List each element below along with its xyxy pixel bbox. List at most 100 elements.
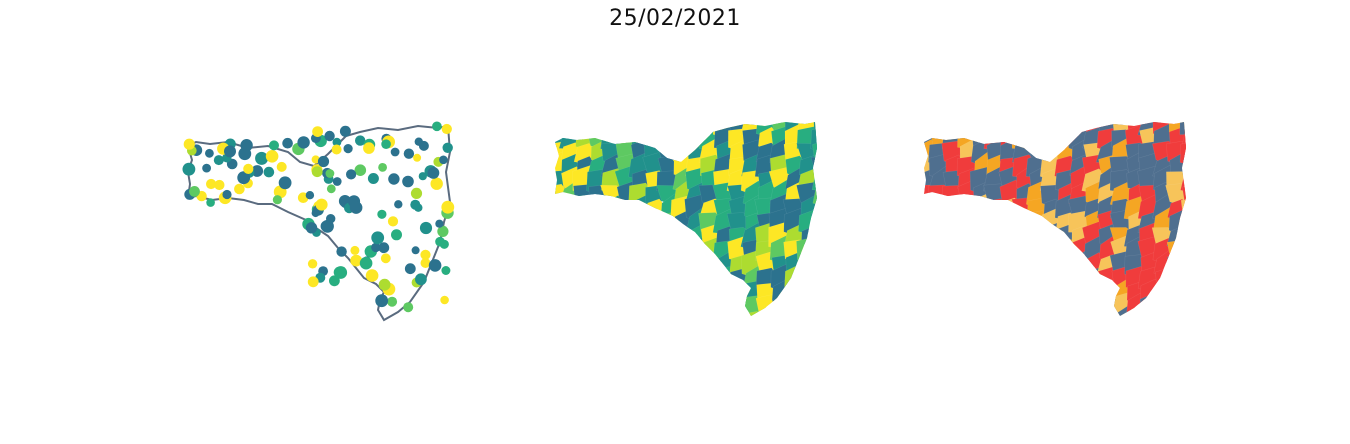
municipality-region bbox=[924, 253, 941, 280]
municipality-region bbox=[629, 306, 653, 316]
municipality-region bbox=[586, 208, 611, 236]
municipality-region bbox=[799, 249, 817, 277]
municipality-point bbox=[413, 153, 422, 162]
municipality-region bbox=[1184, 254, 1186, 281]
municipality-point bbox=[380, 253, 391, 264]
municipality-region bbox=[712, 281, 740, 307]
municipality-region bbox=[1011, 254, 1036, 281]
municipality-region bbox=[1012, 222, 1036, 251]
municipality-region bbox=[928, 263, 955, 295]
municipality-region bbox=[810, 208, 817, 233]
municipality-region bbox=[643, 266, 667, 292]
municipality-region bbox=[971, 122, 998, 136]
municipality-region bbox=[971, 277, 998, 307]
municipality-point bbox=[206, 198, 215, 207]
municipality-point bbox=[414, 203, 423, 212]
municipality-region bbox=[670, 279, 695, 303]
municipality-region bbox=[787, 291, 812, 316]
municipality-point bbox=[391, 229, 402, 241]
municipality-point bbox=[355, 135, 366, 146]
municipality-region bbox=[924, 224, 939, 253]
municipality-region bbox=[971, 225, 998, 251]
municipality-point bbox=[305, 222, 318, 234]
municipality-point bbox=[371, 231, 385, 245]
municipality-region bbox=[971, 252, 996, 280]
municipality-region bbox=[997, 122, 1023, 136]
municipality-region bbox=[958, 211, 983, 233]
municipality-region bbox=[1042, 267, 1071, 290]
municipality-region bbox=[1182, 155, 1186, 177]
municipality-region bbox=[555, 221, 571, 253]
municipality-point bbox=[282, 137, 293, 149]
municipality-region bbox=[944, 223, 970, 253]
municipality-region bbox=[600, 227, 630, 249]
municipality-region bbox=[811, 235, 817, 266]
municipality-point bbox=[439, 239, 449, 249]
municipality-region bbox=[813, 282, 817, 307]
municipality-region bbox=[645, 251, 672, 280]
municipality-region bbox=[1180, 265, 1186, 291]
municipality-point bbox=[263, 166, 275, 178]
municipality-region bbox=[562, 264, 584, 293]
municipality-region bbox=[575, 283, 600, 305]
municipality-region bbox=[927, 122, 952, 135]
municipality-region bbox=[797, 279, 817, 305]
municipality-region bbox=[956, 293, 983, 316]
municipality-region bbox=[600, 239, 625, 261]
municipality-point bbox=[350, 254, 363, 267]
municipality-region bbox=[813, 194, 817, 224]
municipality-point bbox=[354, 164, 367, 176]
municipality-point bbox=[278, 176, 292, 190]
municipality-region bbox=[1013, 122, 1038, 137]
municipality-region bbox=[769, 306, 795, 316]
municipality-region bbox=[957, 269, 986, 295]
municipality-region bbox=[998, 295, 1022, 316]
municipality-point bbox=[441, 123, 452, 135]
municipality-region bbox=[999, 249, 1028, 277]
municipality-region bbox=[658, 239, 686, 266]
municipality-point bbox=[307, 259, 318, 269]
municipality-region bbox=[588, 194, 615, 221]
municipality-region bbox=[712, 296, 743, 316]
municipality-region bbox=[929, 193, 957, 226]
municipality-point bbox=[307, 276, 319, 288]
municipality-point bbox=[367, 173, 379, 184]
municipality-region bbox=[984, 293, 1010, 316]
municipality-point bbox=[418, 140, 429, 151]
figure-title: 25/02/2021 bbox=[609, 6, 741, 31]
municipality-region bbox=[632, 208, 659, 234]
municipality-region bbox=[812, 139, 817, 167]
municipality-region bbox=[631, 226, 657, 248]
municipality-point bbox=[419, 221, 433, 235]
municipality-point bbox=[343, 144, 353, 154]
municipality-point bbox=[442, 142, 453, 153]
municipality-region bbox=[799, 269, 817, 293]
municipality-region bbox=[657, 227, 687, 247]
municipality-region bbox=[997, 238, 1024, 262]
municipality-region bbox=[755, 294, 781, 316]
municipality-region bbox=[1026, 222, 1055, 247]
municipality-region bbox=[927, 248, 952, 281]
municipality-region bbox=[1153, 282, 1182, 304]
municipality-region bbox=[1180, 171, 1186, 194]
municipality-region bbox=[646, 296, 668, 316]
municipality-region bbox=[1028, 237, 1050, 262]
municipality-region bbox=[699, 278, 729, 307]
municipality-region bbox=[924, 196, 944, 226]
municipality-region bbox=[1041, 241, 1070, 262]
municipality-region bbox=[942, 293, 969, 316]
municipality-region bbox=[658, 278, 685, 306]
municipality-region bbox=[601, 279, 627, 304]
municipality-region bbox=[589, 265, 615, 292]
municipality-region bbox=[643, 236, 672, 267]
municipality-point bbox=[427, 167, 440, 179]
municipality-region bbox=[1179, 122, 1186, 135]
municipality-region bbox=[686, 297, 712, 316]
municipality-region bbox=[999, 310, 1022, 316]
municipality-region bbox=[1165, 254, 1186, 277]
municipality-region bbox=[956, 122, 981, 138]
municipality-region bbox=[1152, 293, 1177, 316]
municipality-region bbox=[559, 122, 586, 140]
municipality-region bbox=[1179, 141, 1186, 168]
municipality-region bbox=[684, 263, 713, 292]
